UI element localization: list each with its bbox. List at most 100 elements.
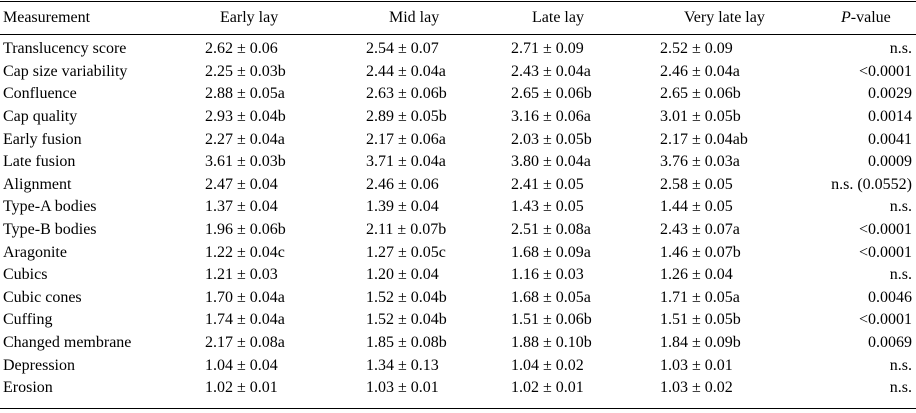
cell-very-late-lay: 2.58 ± 0.05 xyxy=(660,175,733,193)
cell-very-late-lay: 1.03 ± 0.02 xyxy=(660,379,733,397)
results-table: Measurement Early lay Mid lay Late lay V… xyxy=(0,2,916,400)
cell-early-lay: 2.17 ± 0.08a xyxy=(205,334,285,352)
cell-early-lay: 2.25 ± 0.03b xyxy=(205,62,286,80)
cell-measurement: Late fusion xyxy=(3,153,76,171)
cell-mid-lay: 2.46 ± 0.06 xyxy=(366,175,439,193)
cell-very-late-lay: 1.71 ± 0.05a xyxy=(660,288,740,306)
cell-very-late-lay: 2.65 ± 0.06b xyxy=(660,85,741,103)
header-p-letter: P xyxy=(841,9,851,26)
cell-late-lay: 2.03 ± 0.05b xyxy=(511,130,592,148)
header-row: Measurement Early lay Mid lay Late lay V… xyxy=(0,2,916,34)
cell-mid-lay: 1.34 ± 0.13 xyxy=(366,356,439,374)
cell-late-lay: 2.65 ± 0.06b xyxy=(511,85,592,103)
cell-measurement: Early fusion xyxy=(3,130,82,148)
cell-very-late-lay: 1.03 ± 0.01 xyxy=(660,356,733,374)
cell-very-late-lay: 2.52 ± 0.09 xyxy=(660,40,733,58)
cell-measurement: Cubics xyxy=(3,266,48,284)
cell-early-lay: 2.88 ± 0.05a xyxy=(205,85,285,103)
table-row: Translucency score 2.62 ± 0.06 2.54 ± 0.07… xyxy=(0,34,916,61)
cell-very-late-lay: 2.43 ± 0.07a xyxy=(660,221,740,239)
cell-late-lay: 3.80 ± 0.04a xyxy=(511,153,591,171)
cell-p-value: n.s. xyxy=(889,379,912,397)
cell-early-lay: 1.70 ± 0.04a xyxy=(205,288,285,306)
header-p-value: P-value xyxy=(807,2,916,34)
cell-late-lay: 1.51 ± 0.06b xyxy=(511,311,592,329)
table-row: Erosion 1.02 ± 0.01 1.03 ± 0.01 1.02 ± 0.01… xyxy=(0,377,916,400)
header-mid-lay: Mid lay xyxy=(389,9,440,26)
header-p-suffix: -value xyxy=(850,9,891,26)
header-rule xyxy=(0,34,916,35)
cell-late-lay: 1.68 ± 0.05a xyxy=(511,288,591,306)
table-row: Cuffing 1.74 ± 0.04a 1.52 ± 0.04b 1.51 ± 0.… xyxy=(0,309,916,332)
table-row: Aragonite 1.22 ± 0.04c 1.27 ± 0.05c 1.68 ± … xyxy=(0,241,916,264)
cell-measurement: Aragonite xyxy=(3,243,67,261)
cell-mid-lay: 1.52 ± 0.04b xyxy=(366,288,447,306)
cell-measurement: Cuffing xyxy=(3,311,53,329)
cell-p-value: 0.0041 xyxy=(868,130,912,148)
header-very-late-lay: Very late lay xyxy=(684,9,765,26)
cell-very-late-lay: 1.46 ± 0.07b xyxy=(660,243,741,261)
bottom-rule xyxy=(0,408,916,409)
cell-early-lay: 1.21 ± 0.03 xyxy=(205,266,278,284)
table-row: Confluence 2.88 ± 0.05a 2.63 ± 0.06b 2.65 ±… xyxy=(0,83,916,106)
cell-late-lay: 2.51 ± 0.08a xyxy=(511,221,591,239)
cell-very-late-lay: 1.44 ± 0.05 xyxy=(660,198,733,216)
cell-mid-lay: 1.03 ± 0.01 xyxy=(366,379,439,397)
cell-early-lay: 2.62 ± 0.06 xyxy=(205,40,278,58)
cell-p-value: n.s. xyxy=(889,40,912,58)
cell-early-lay: 2.27 ± 0.04a xyxy=(205,130,285,148)
cell-p-value: 0.0069 xyxy=(868,334,912,352)
cell-measurement: Changed membrane xyxy=(3,334,132,352)
cell-late-lay: 1.88 ± 0.10b xyxy=(511,334,592,352)
cell-measurement: Confluence xyxy=(3,85,77,103)
cell-mid-lay: 2.89 ± 0.05b xyxy=(366,108,447,126)
cell-late-lay: 3.16 ± 0.06a xyxy=(511,108,591,126)
cell-early-lay: 1.37 ± 0.04 xyxy=(205,198,278,216)
cell-measurement: Cap size variability xyxy=(3,62,128,80)
cell-p-value: 0.0009 xyxy=(868,153,912,171)
cell-very-late-lay: 1.84 ± 0.09b xyxy=(660,334,741,352)
table-row: Alignment 2.47 ± 0.04 2.46 ± 0.06 2.41 ± 0.… xyxy=(0,174,916,197)
cell-mid-lay: 2.63 ± 0.06b xyxy=(366,85,447,103)
cell-mid-lay: 2.54 ± 0.07 xyxy=(366,40,439,58)
cell-late-lay: 2.43 ± 0.04a xyxy=(511,62,591,80)
cell-very-late-lay: 1.51 ± 0.05b xyxy=(660,311,741,329)
cell-measurement: Type-B bodies xyxy=(3,221,97,239)
cell-very-late-lay: 2.46 ± 0.04a xyxy=(660,62,740,80)
cell-late-lay: 1.16 ± 0.03 xyxy=(511,266,584,284)
cell-very-late-lay: 3.01 ± 0.05b xyxy=(660,108,741,126)
table-row: Type-A bodies 1.37 ± 0.04 1.39 ± 0.04 1.43 … xyxy=(0,196,916,219)
cell-p-value: n.s. xyxy=(889,356,912,374)
cell-early-lay: 1.96 ± 0.06b xyxy=(205,221,286,239)
cell-p-value: 0.0029 xyxy=(868,85,912,103)
cell-late-lay: 2.71 ± 0.09 xyxy=(511,40,584,58)
cell-p-value: <0.0001 xyxy=(858,221,912,239)
table-row: Cap quality 2.93 ± 0.04b 2.89 ± 0.05b 3.16 … xyxy=(0,106,916,129)
cell-p-value: <0.0001 xyxy=(858,62,912,80)
table-row: Type-B bodies 1.96 ± 0.06b 2.11 ± 0.07b 2.5… xyxy=(0,219,916,242)
cell-late-lay: 1.68 ± 0.09a xyxy=(511,243,591,261)
cell-mid-lay: 1.85 ± 0.08b xyxy=(366,334,447,352)
cell-late-lay: 2.41 ± 0.05 xyxy=(511,175,584,193)
cell-measurement: Alignment xyxy=(3,175,72,193)
cell-p-value: <0.0001 xyxy=(858,311,912,329)
cell-measurement: Translucency score xyxy=(3,40,127,58)
cell-early-lay: 3.61 ± 0.03b xyxy=(205,153,286,171)
cell-early-lay: 1.74 ± 0.04a xyxy=(205,311,285,329)
cell-p-value: n.s. xyxy=(889,198,912,216)
cell-p-value: 0.0046 xyxy=(868,288,912,306)
cell-mid-lay: 3.71 ± 0.04a xyxy=(366,153,446,171)
cell-mid-lay: 2.44 ± 0.04a xyxy=(366,62,446,80)
cell-early-lay: 1.04 ± 0.04 xyxy=(205,356,278,374)
cell-very-late-lay: 1.26 ± 0.04 xyxy=(660,266,733,284)
cell-very-late-lay: 3.76 ± 0.03a xyxy=(660,153,740,171)
cell-mid-lay: 1.39 ± 0.04 xyxy=(366,198,439,216)
cell-mid-lay: 2.17 ± 0.06a xyxy=(366,130,446,148)
cell-mid-lay: 2.11 ± 0.07b xyxy=(366,221,447,239)
cell-mid-lay: 1.20 ± 0.04 xyxy=(366,266,439,284)
cell-late-lay: 1.04 ± 0.02 xyxy=(511,356,584,374)
cell-p-value: n.s. (0.0552) xyxy=(831,175,912,193)
table-row: Cubics 1.21 ± 0.03 1.20 ± 0.04 1.16 ± 0.03 1… xyxy=(0,264,916,287)
cell-p-value: <0.0001 xyxy=(858,243,912,261)
